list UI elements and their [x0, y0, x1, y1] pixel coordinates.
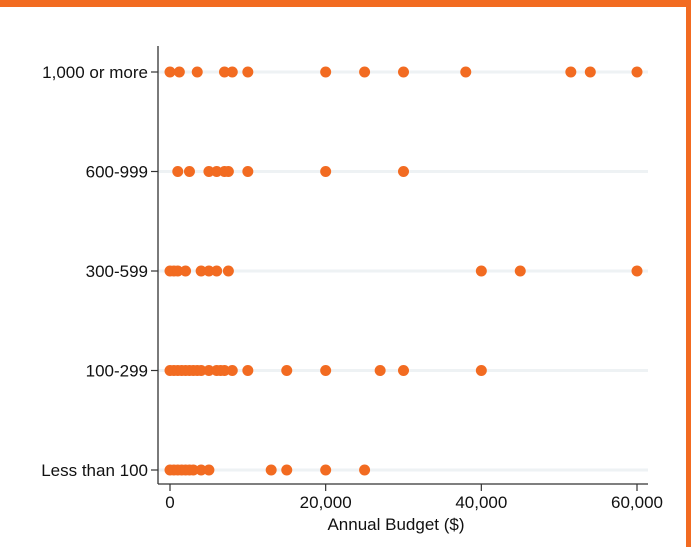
data-point [398, 365, 409, 376]
data-point [320, 166, 332, 177]
data-point [359, 464, 371, 476]
chart-panel [0, 14, 686, 547]
y-tick-label: 1,000 or more [42, 63, 148, 82]
data-point [180, 265, 192, 277]
data-point [631, 66, 643, 78]
data-point [242, 66, 254, 78]
data-point [203, 365, 215, 376]
data-point [281, 464, 293, 476]
data-point [211, 166, 223, 177]
data-point [195, 365, 207, 376]
data-point [203, 265, 215, 277]
data-point [195, 464, 207, 476]
data-point [398, 166, 409, 177]
data-point [222, 166, 234, 177]
data-point [631, 265, 643, 277]
y-tick-label: 600-999 [86, 163, 148, 182]
data-point [195, 265, 207, 277]
x-tick-label: 20,000 [300, 493, 352, 512]
data-point [475, 365, 487, 376]
data-point [211, 265, 223, 277]
data-point [191, 66, 203, 78]
y-tick-label: 100-299 [86, 362, 148, 381]
x-tick-label: 0 [165, 493, 174, 512]
data-points [164, 66, 643, 476]
data-point [164, 66, 176, 78]
y-tick-label: 300-599 [86, 262, 148, 281]
data-point [374, 365, 386, 376]
data-point [320, 365, 332, 376]
x-axis-title: Annual Budget ($) [327, 515, 464, 534]
data-point [514, 265, 526, 277]
data-point [226, 66, 238, 78]
data-point [460, 66, 472, 78]
data-point [475, 265, 487, 277]
x-tick-label: 40,000 [455, 493, 507, 512]
data-point [584, 66, 596, 78]
data-point [173, 66, 185, 78]
data-point [242, 365, 254, 376]
data-point [218, 66, 230, 78]
data-point [320, 464, 332, 476]
y-axis: Less than 100 100-299 300-599 600-999 1,000 … [41, 46, 159, 484]
data-point [281, 365, 293, 376]
data-point [265, 464, 277, 476]
data-point [242, 166, 254, 177]
data-point [172, 265, 184, 277]
data-point [320, 66, 332, 78]
x-axis: 0 20,000 40,000 60,000 [158, 483, 663, 512]
data-point [172, 166, 184, 177]
x-tick-label: 60,000 [611, 493, 663, 512]
data-point [183, 166, 195, 177]
y-tick-label: Less than 100 [41, 461, 148, 480]
data-point [203, 166, 215, 177]
data-point [218, 365, 230, 376]
data-point [359, 66, 371, 78]
data-point [222, 265, 234, 277]
data-point [187, 464, 199, 476]
data-point [226, 365, 238, 376]
data-point [565, 66, 577, 78]
data-point [203, 464, 215, 476]
data-point [398, 66, 409, 78]
